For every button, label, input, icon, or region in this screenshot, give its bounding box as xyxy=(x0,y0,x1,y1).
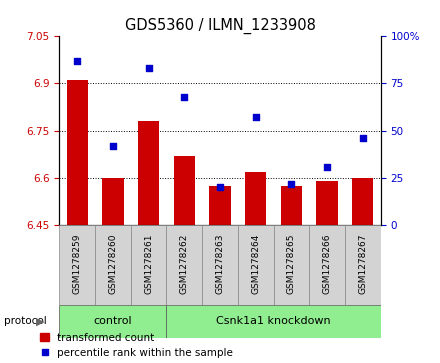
Text: GSM1278266: GSM1278266 xyxy=(323,233,332,294)
Bar xyxy=(345,225,381,305)
Bar xyxy=(174,156,195,225)
Bar xyxy=(59,225,95,305)
Bar xyxy=(274,225,309,305)
Point xyxy=(323,164,330,170)
Bar xyxy=(95,225,131,305)
Text: GSM1278265: GSM1278265 xyxy=(287,233,296,294)
Text: GSM1278259: GSM1278259 xyxy=(73,233,82,294)
Point xyxy=(145,65,152,71)
Point xyxy=(74,58,81,64)
Text: GSM1278261: GSM1278261 xyxy=(144,233,153,294)
Bar xyxy=(138,121,159,225)
Bar xyxy=(309,225,345,305)
Bar xyxy=(102,178,124,225)
Bar xyxy=(166,225,202,305)
Text: Csnk1a1 knockdown: Csnk1a1 knockdown xyxy=(216,316,331,326)
Text: ▶: ▶ xyxy=(36,316,44,326)
Point xyxy=(216,184,224,190)
Bar xyxy=(66,80,88,225)
Bar xyxy=(245,172,266,225)
Point xyxy=(252,115,259,121)
Bar xyxy=(166,305,381,338)
Bar xyxy=(281,186,302,225)
Text: GSM1278264: GSM1278264 xyxy=(251,233,260,294)
Bar xyxy=(238,225,274,305)
Text: protocol: protocol xyxy=(4,316,47,326)
Bar xyxy=(316,181,338,225)
Point xyxy=(181,94,188,99)
Bar xyxy=(209,186,231,225)
Bar xyxy=(131,225,166,305)
Text: GSM1278262: GSM1278262 xyxy=(180,233,189,294)
Text: control: control xyxy=(94,316,132,326)
Text: GSM1278263: GSM1278263 xyxy=(216,233,224,294)
Point xyxy=(288,181,295,187)
Bar xyxy=(352,178,374,225)
Text: GSM1278260: GSM1278260 xyxy=(108,233,117,294)
Title: GDS5360 / ILMN_1233908: GDS5360 / ILMN_1233908 xyxy=(125,17,315,33)
Text: GSM1278267: GSM1278267 xyxy=(358,233,367,294)
Point xyxy=(110,143,117,149)
Point xyxy=(359,135,366,141)
Bar xyxy=(202,225,238,305)
Bar xyxy=(59,305,166,338)
Legend: transformed count, percentile rank within the sample: transformed count, percentile rank withi… xyxy=(40,333,233,358)
